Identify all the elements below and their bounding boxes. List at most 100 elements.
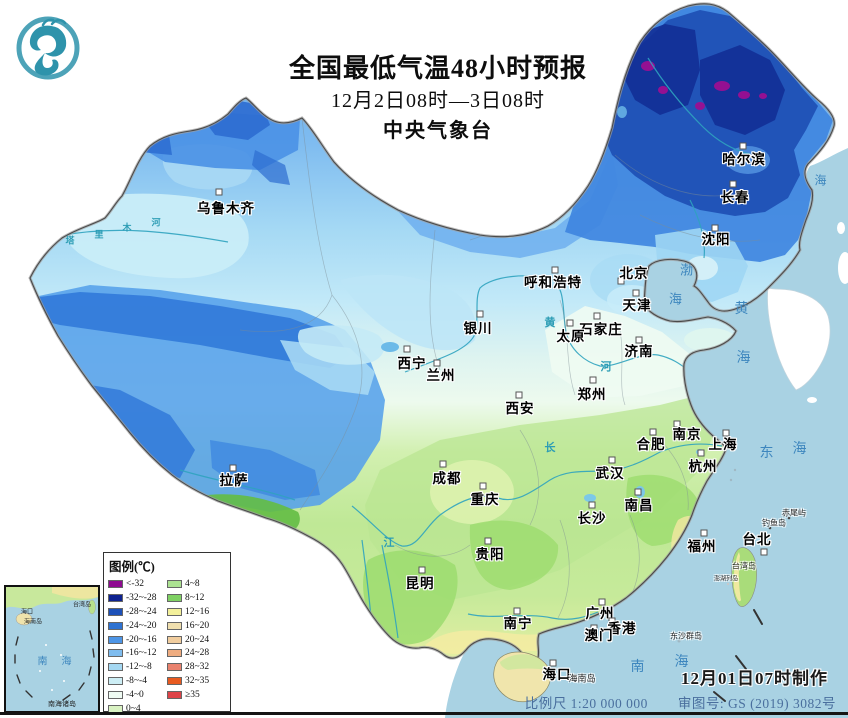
legend-color-swatch xyxy=(108,593,123,602)
agency-name: 中央气象台 xyxy=(383,120,493,142)
legend-color-swatch xyxy=(167,579,182,588)
taiwan-island xyxy=(726,547,757,607)
legend-range-label: 32~35 xyxy=(185,676,210,687)
city-label: 沈阳 xyxy=(701,232,731,247)
city-marker xyxy=(700,529,708,537)
legend-item: -12~-8 xyxy=(108,660,167,674)
legend-range-label: -16~-12 xyxy=(126,648,157,659)
city-marker xyxy=(608,617,616,625)
city-label: 台北 xyxy=(742,532,772,547)
legend-range-label: <-32 xyxy=(126,578,145,589)
legend-color-swatch xyxy=(108,663,123,672)
legend-range-label: ≥35 xyxy=(185,690,200,701)
city-label: 长沙 xyxy=(577,511,607,526)
city-label: 太原 xyxy=(556,329,586,344)
city-label: 西安 xyxy=(505,401,535,416)
legend-item: -28~-24 xyxy=(108,605,167,619)
map-label: 河 xyxy=(600,361,612,373)
legend-range-label: -32~-28 xyxy=(126,592,157,603)
legend-range-label: 12~16 xyxy=(185,606,210,617)
legend-column-1: <-32 -32~-28 -28~-24 -24~-20 xyxy=(108,577,167,716)
scale-and-license: 比例尺 1:20 000 000 审图号: GS (2019) 3082号 xyxy=(525,692,836,712)
legend-color-swatch xyxy=(167,691,182,700)
legend-range-label: -12~-8 xyxy=(126,662,152,673)
map-label: 木 xyxy=(122,222,132,233)
map-label: 澎湖列岛 xyxy=(713,576,739,583)
map-title-block: 全国最低气温48小时预报 12月2日08时—3日08时 中央气象台 xyxy=(253,52,623,146)
legend-color-swatch xyxy=(167,635,182,644)
map-label: 海 xyxy=(668,291,684,307)
legend-color-swatch xyxy=(167,621,182,630)
issued-time-text: 12月01日07时制作 xyxy=(681,669,828,688)
map-label: 海 xyxy=(792,442,808,457)
legend-color-swatch xyxy=(167,607,182,616)
legend-item: 12~16 xyxy=(167,605,226,619)
city-marker xyxy=(711,224,719,232)
city-label: 郑州 xyxy=(577,387,607,402)
city-label: 兰州 xyxy=(426,368,456,383)
city-label: 南昌 xyxy=(624,498,654,513)
city-label: 南京 xyxy=(672,427,702,442)
inset-artwork xyxy=(6,587,98,701)
map-scale-text: 比例尺 1:20 000 000 xyxy=(524,696,648,711)
map-label: 渤 xyxy=(679,262,695,278)
city-marker xyxy=(598,598,606,606)
city-marker xyxy=(515,391,523,399)
legend-color-swatch xyxy=(167,593,182,602)
city-marker xyxy=(513,607,521,615)
city-marker xyxy=(566,319,574,327)
legend-item: -8~-4 xyxy=(108,674,167,688)
city-marker xyxy=(760,548,768,556)
map-label: 东 xyxy=(759,446,775,461)
city-label: 长春 xyxy=(720,190,750,205)
south-china-sea-inset-map: 台湾岛 海口 海南岛 南 海 南海诸岛 1:40 000 000 xyxy=(4,585,100,713)
map-label: 黄 xyxy=(544,317,556,329)
city-label: 乌鲁木齐 xyxy=(197,201,255,216)
city-marker xyxy=(215,188,223,196)
city-marker xyxy=(697,449,705,457)
city-label: 贵阳 xyxy=(475,547,505,562)
map-label: 海 xyxy=(736,351,752,366)
city-marker xyxy=(433,359,441,367)
city-label: 香港 xyxy=(607,621,637,636)
city-marker xyxy=(588,501,596,509)
city-label: 澳门 xyxy=(584,628,614,643)
city-marker xyxy=(729,180,737,188)
legend-item: -4~0 xyxy=(108,688,167,702)
inset-label: 南 xyxy=(37,656,49,668)
city-marker xyxy=(593,312,601,320)
city-marker xyxy=(551,266,559,274)
islets-and-dashes xyxy=(677,468,791,702)
city-label: 重庆 xyxy=(470,492,500,507)
inset-label: 海 xyxy=(61,656,73,668)
city-marker xyxy=(634,488,642,496)
city-marker xyxy=(649,428,657,436)
legend-item: 24~28 xyxy=(167,646,226,660)
legend-item: 20~24 xyxy=(167,633,226,647)
map-label: 东沙群岛 xyxy=(670,631,702,641)
legend-item: ≥35 xyxy=(167,688,226,702)
bottom-neatline xyxy=(0,712,848,715)
legend-item: -32~-28 xyxy=(108,591,167,605)
legend-range-label: 0~4 xyxy=(126,703,141,714)
legend-item: 4~8 xyxy=(167,577,226,591)
map-label: 江 xyxy=(383,537,395,549)
map-label: 黄 xyxy=(734,302,750,317)
city-label: 北京 xyxy=(619,266,649,281)
inset-label: 台湾岛 xyxy=(72,602,92,609)
city-marker xyxy=(617,277,625,285)
city-marker xyxy=(589,376,597,384)
legend-column-2: 4~8 8~12 12~16 16~20 xyxy=(167,577,226,716)
city-marker xyxy=(673,420,681,428)
map-label: 塔 xyxy=(65,235,75,246)
legend-range-label: 8~12 xyxy=(185,592,205,603)
page-title: 全国最低气温48小时预报 xyxy=(288,54,587,83)
city-marker xyxy=(476,310,484,318)
legend-item: 8~12 xyxy=(167,591,226,605)
city-label: 石家庄 xyxy=(579,322,623,337)
city-marker xyxy=(418,566,426,574)
inset-label: 海口 xyxy=(20,609,34,616)
map-label: 海 xyxy=(814,173,828,188)
map-label: 里 xyxy=(94,229,104,240)
